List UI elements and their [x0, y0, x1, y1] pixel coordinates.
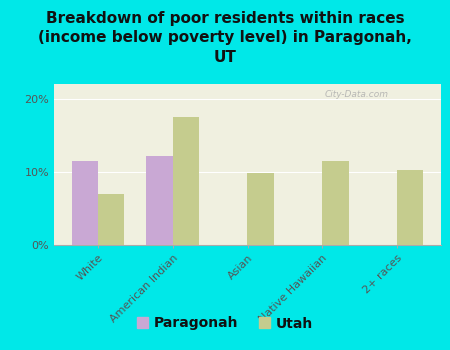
Bar [248, 173, 274, 245]
Bar [72, 161, 98, 245]
Bar [98, 194, 124, 245]
Bar [146, 156, 173, 245]
Text: Breakdown of poor residents within races
(income below poverty level) in Paragon: Breakdown of poor residents within races… [38, 10, 412, 65]
Bar [397, 170, 423, 245]
Bar [322, 161, 349, 245]
Legend: Paragonah, Utah: Paragonah, Utah [131, 311, 319, 336]
Text: City-Data.com: City-Data.com [325, 90, 389, 99]
Bar [173, 117, 199, 245]
